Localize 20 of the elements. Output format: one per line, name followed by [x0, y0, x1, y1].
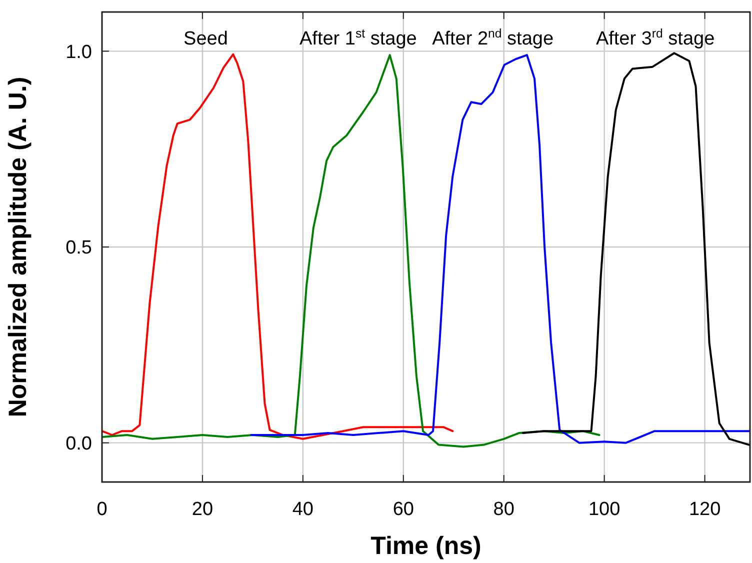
y-tick-label: 0.5 — [66, 238, 92, 259]
x-axis-title: Time (ns) — [370, 532, 482, 560]
x-tick-label: 120 — [688, 499, 721, 520]
y-axis-title: Normalized amplitude (A. U.) — [4, 76, 32, 418]
annotation: Seed — [184, 28, 228, 50]
line-series — [522, 52, 750, 446]
x-tick-label: 80 — [493, 499, 514, 520]
x-tick-label: 40 — [292, 499, 314, 520]
line-series — [102, 54, 600, 448]
annotation: After 1$^{st}$ stage — [300, 26, 417, 50]
x-tick-label: 0 — [96, 499, 108, 520]
x-tick-label: 100 — [588, 499, 620, 520]
line-series — [102, 53, 454, 440]
annotation: After 3$^{rd}$ stage — [596, 26, 715, 50]
y-tick-label: 1.0 — [66, 42, 92, 63]
line-series — [250, 54, 750, 444]
y-tick-label: 0.0 — [66, 433, 92, 454]
x-tick-label: 60 — [392, 499, 414, 520]
x-tick-label: 20 — [192, 499, 214, 520]
annotation: After 2$^{nd}$ stage — [432, 26, 554, 50]
